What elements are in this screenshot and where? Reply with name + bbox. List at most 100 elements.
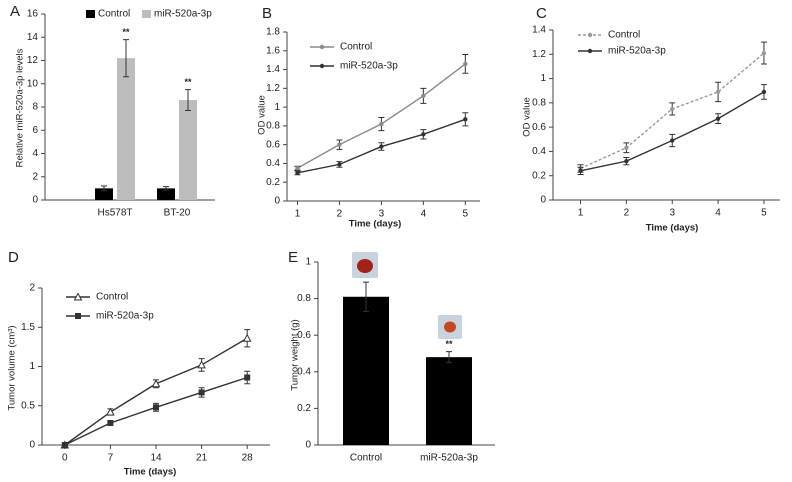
marker xyxy=(463,61,468,67)
bar xyxy=(343,296,389,445)
error-bar xyxy=(363,281,369,312)
line xyxy=(297,63,466,169)
bar xyxy=(426,357,472,445)
y-tick-label: 2 xyxy=(32,171,38,182)
marker xyxy=(715,116,721,121)
panel-label: D xyxy=(8,249,19,266)
y-tick-label: 0 xyxy=(274,196,280,207)
x-tick-label: 1 xyxy=(295,209,301,220)
y-tick-label: 0 xyxy=(305,440,311,451)
marker xyxy=(379,144,384,149)
x-tick-label: Hs578T xyxy=(97,208,132,219)
y-tick-label: 1.4 xyxy=(266,64,280,75)
x-tick-label: 0 xyxy=(62,453,68,464)
legend-label: miR-520a-3p xyxy=(340,61,398,72)
x-axis-title: Time (days) xyxy=(349,219,402,230)
y-axis-title: Tumor volume (cm³) xyxy=(7,325,18,410)
marker xyxy=(197,360,206,369)
bar xyxy=(95,188,113,200)
significance: ** xyxy=(122,27,130,37)
x-tick-label: BT-20 xyxy=(164,208,191,219)
y-tick-label: 0.6 xyxy=(532,122,546,133)
x-tick-label: miR-520a-3p xyxy=(420,453,478,464)
x-tick-label: 3 xyxy=(379,209,385,220)
marker xyxy=(421,132,426,137)
y-tick-label: 1.2 xyxy=(266,83,280,94)
legend-label: Control xyxy=(340,42,372,53)
marker xyxy=(670,106,675,112)
y-tick-label: 0.5 xyxy=(21,400,35,411)
marker xyxy=(761,50,767,56)
y-tick-label: 1.2 xyxy=(532,49,546,60)
marker xyxy=(295,170,300,176)
y-axis-title: OD value xyxy=(257,95,268,135)
y-tick-label: 8 xyxy=(32,102,38,113)
y-tick-label: 0 xyxy=(32,195,38,206)
bar xyxy=(117,58,135,200)
y-axis-title: Relative miR-520a-3p levels xyxy=(15,48,26,167)
y-tick-label: 0.4 xyxy=(266,158,280,169)
legend-label: Control xyxy=(608,30,640,41)
marker xyxy=(319,63,325,69)
y-tick-label: 0.6 xyxy=(266,139,280,150)
marker xyxy=(624,158,629,164)
y-tick-label: 0.8 xyxy=(297,293,311,304)
y-tick-label: 4 xyxy=(32,148,38,159)
panel-label: E xyxy=(288,249,298,266)
x-tick-label: 5 xyxy=(463,209,469,220)
y-tick-label: 0.2 xyxy=(297,403,311,414)
legend-label: miR-520a-3p xyxy=(154,9,212,20)
marker xyxy=(73,292,83,301)
error-bar xyxy=(123,39,129,78)
x-tick-label: 3 xyxy=(669,208,675,219)
x-tick-label: 5 xyxy=(761,208,767,219)
y-tick-label: 1.8 xyxy=(266,27,280,38)
marker xyxy=(198,389,205,396)
marker xyxy=(295,165,300,171)
error-bar xyxy=(446,351,452,364)
marker xyxy=(463,117,468,122)
marker xyxy=(151,379,161,388)
y-tick-label: 6 xyxy=(32,125,38,136)
marker xyxy=(337,162,342,167)
x-tick-label: 7 xyxy=(108,453,114,464)
legend-label: miR-520a-3p xyxy=(608,46,666,57)
y-tick-label: 0.6 xyxy=(297,330,311,341)
significance: ** xyxy=(445,339,453,349)
marker xyxy=(421,93,426,99)
x-axis-title: Time (days) xyxy=(646,223,699,234)
x-tick-label: 14 xyxy=(150,453,162,464)
y-axis-title: Tumor weight (g) xyxy=(290,319,301,390)
marker xyxy=(106,407,115,416)
marker xyxy=(761,89,767,95)
y-tick-label: 10 xyxy=(27,78,39,89)
x-tick-label: 28 xyxy=(242,453,254,464)
y-tick-label: 0.8 xyxy=(266,121,280,132)
panel-label: C xyxy=(536,5,547,22)
marker xyxy=(319,44,325,50)
y-tick-label: 1 xyxy=(305,257,311,268)
marker xyxy=(244,374,251,381)
marker xyxy=(61,442,68,448)
y-tick-label: 1 xyxy=(540,73,546,84)
legend-swatch xyxy=(142,10,151,18)
marker xyxy=(242,333,252,342)
legend-label: Control xyxy=(98,9,130,20)
panel-label: A xyxy=(10,3,20,20)
error-bar xyxy=(101,185,107,192)
x-tick-label: Control xyxy=(350,453,382,464)
marker xyxy=(107,420,114,427)
error-bar xyxy=(163,186,169,191)
tumor-image xyxy=(438,315,462,339)
y-tick-label: 1.6 xyxy=(266,45,280,56)
marker xyxy=(715,89,721,95)
y-tick-label: 16 xyxy=(27,9,39,20)
significance: ** xyxy=(184,77,192,87)
y-tick-label: 1.5 xyxy=(21,322,35,333)
legend-label: Control xyxy=(96,292,128,303)
marker xyxy=(670,138,675,143)
marker xyxy=(379,121,384,127)
y-axis-title: OD value xyxy=(522,97,533,137)
marker xyxy=(624,145,629,150)
